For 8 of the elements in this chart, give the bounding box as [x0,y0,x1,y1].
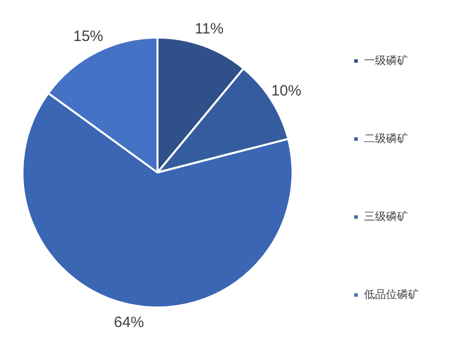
data-label: 11% [194,20,224,38]
data-label: 10% [271,82,302,100]
legend-label: 一级磷矿 [364,52,408,68]
legend-label: 低品位磷矿 [364,286,419,302]
data-label: 15% [73,28,104,46]
legend-label: 三级磷矿 [364,208,408,224]
legend-label: 二级磷矿 [364,130,408,146]
data-label: 64% [114,314,144,331]
